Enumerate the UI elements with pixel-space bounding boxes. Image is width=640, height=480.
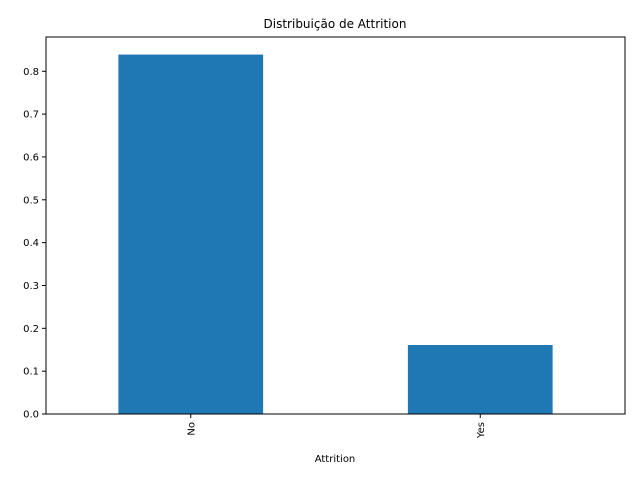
y-tick-label: 0.1: [23, 367, 39, 378]
bar-no: [118, 54, 264, 415]
plot-area: 0.0 0.1 0.2 0.3 0.4 0.5 0.6 0.7 0.8 No Yes: [23, 36, 626, 439]
y-tick-label: 0.2: [23, 324, 39, 335]
x-tick-label: No: [186, 422, 197, 436]
y-tick-label: 0.8: [23, 67, 39, 78]
plot-frame: [45, 36, 626, 415]
y-tick-label: 0.0: [23, 410, 39, 421]
y-tick-label: 0.7: [23, 110, 39, 121]
y-tick-label: 0.5: [23, 195, 39, 206]
bar-yes: [407, 345, 553, 414]
y-tick-label: 0.4: [23, 238, 39, 249]
x-tick-label: Yes: [476, 422, 487, 439]
x-axis-label: Attrition: [315, 454, 356, 465]
y-tick-label: 0.3: [23, 281, 39, 292]
y-tick-label: 0.6: [23, 152, 39, 163]
chart-title: Distribuição de Attrition: [264, 17, 407, 31]
